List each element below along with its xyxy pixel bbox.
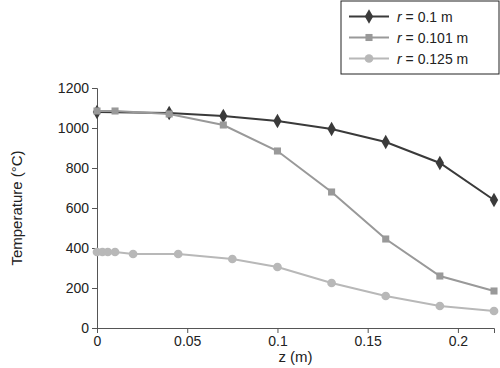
tick-label: 0.2	[449, 333, 469, 349]
series-line	[97, 252, 494, 311]
axis-line	[92, 89, 98, 329]
x-axis: 0 0.05 0.1 0.15 0.2	[94, 328, 495, 349]
marker	[490, 287, 497, 294]
tick-label: 600	[66, 200, 90, 216]
marker	[273, 114, 281, 128]
marker	[93, 107, 100, 114]
tick: 0.05	[174, 328, 201, 349]
legend-marker	[365, 9, 373, 23]
tick-mark	[92, 128, 97, 129]
legend-entry: r = 0.101 m	[349, 30, 468, 46]
legend-label: r = 0.1 m	[397, 9, 453, 25]
tick: 600	[66, 200, 97, 216]
tick: 0	[94, 328, 102, 349]
marker	[129, 250, 138, 259]
tick-label: 0.1	[268, 333, 288, 349]
tick: 800	[66, 160, 97, 176]
marker	[436, 156, 444, 170]
legend: r = 0.1 m r = 0.101 m r = 0.125 m	[341, 1, 499, 74]
axis-line	[98, 329, 495, 334]
marker	[490, 193, 498, 207]
marker	[112, 107, 119, 114]
tick: 0.15	[355, 328, 382, 349]
marker	[228, 255, 237, 264]
tick: 0	[81, 320, 97, 336]
legend-entry: r = 0.125 m	[349, 51, 468, 67]
tick-label: 200	[66, 280, 90, 296]
legend-label: r = 0.125 m	[397, 51, 468, 67]
series-line	[97, 112, 494, 200]
tick: 0.2	[449, 328, 469, 349]
tick-label: 400	[66, 240, 90, 256]
marker	[327, 122, 335, 136]
legend-marker	[365, 34, 372, 41]
x-axis-title: z (m)	[278, 348, 312, 365]
tick-mark	[92, 168, 97, 169]
marker	[490, 307, 499, 316]
chart: 0 0.05 0.1 0.15 0.2 0 200 400 600 800 1000 1200 z (m…	[0, 0, 500, 368]
marker	[274, 147, 281, 154]
y-axis-title: Temperature (°C)	[8, 150, 25, 265]
marker	[93, 105, 101, 119]
plot: 0 0.05 0.1 0.15 0.2 0 200 400 600 800 1000 1200	[58, 80, 499, 349]
marker	[327, 279, 336, 288]
tick: 200	[66, 280, 97, 296]
tick-mark	[92, 328, 97, 329]
tick: 1000	[58, 120, 97, 136]
legend-entry: r = 0.1 m	[349, 9, 453, 25]
tick-mark	[92, 88, 97, 89]
marker	[166, 110, 173, 117]
tick-label: 0.15	[355, 333, 382, 349]
marker	[381, 292, 390, 301]
tick-label: 0	[81, 320, 89, 336]
marker	[435, 302, 444, 311]
marker	[382, 235, 389, 242]
tick-label: 800	[66, 160, 90, 176]
marker	[273, 263, 282, 272]
tick-label: 1200	[58, 80, 89, 96]
tick-mark	[92, 208, 97, 209]
marker	[328, 188, 335, 195]
marker	[165, 106, 173, 120]
series-line	[97, 111, 494, 291]
marker	[174, 250, 183, 259]
marker	[382, 135, 390, 149]
tick-label: 0	[94, 333, 102, 349]
legend-label: r = 0.101 m	[397, 30, 468, 46]
marker	[111, 248, 120, 257]
marker	[220, 121, 227, 128]
tick-mark	[92, 288, 97, 289]
tick-label: 1000	[58, 120, 89, 136]
legend-marker	[365, 54, 374, 63]
marker	[219, 109, 227, 123]
tick: 0.1	[268, 328, 288, 349]
tick-label: 0.05	[174, 333, 201, 349]
legend-box	[341, 1, 499, 74]
series-layer	[93, 105, 499, 316]
y-axis: 0 200 400 600 800 1000 1200	[58, 80, 98, 336]
marker	[436, 272, 443, 279]
tick: 1200	[58, 80, 97, 96]
tick: 400	[66, 240, 97, 256]
